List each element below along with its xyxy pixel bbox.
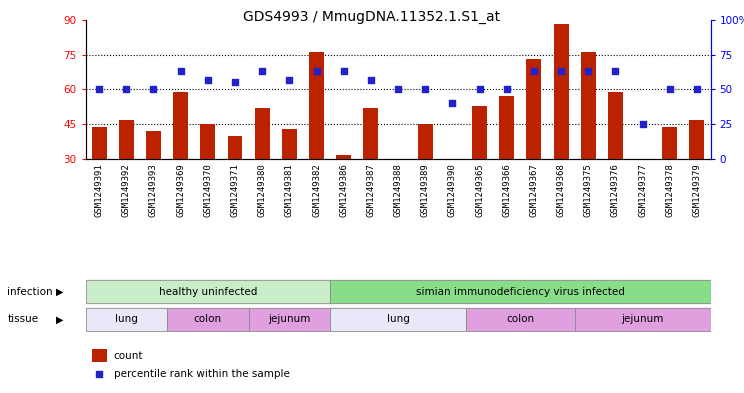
Point: [256, 68, 268, 74]
Bar: [472, 106, 487, 229]
Point: [555, 68, 567, 74]
Text: GSM1249381: GSM1249381: [285, 163, 294, 217]
Bar: [146, 131, 161, 229]
Point: [93, 86, 105, 93]
Bar: [167, 308, 248, 331]
Bar: [254, 108, 269, 229]
Text: GSM1249389: GSM1249389: [420, 163, 430, 217]
Text: GSM1249388: GSM1249388: [394, 163, 403, 217]
Bar: [92, 127, 106, 229]
Text: GSM1249392: GSM1249392: [122, 163, 131, 217]
Point: [121, 86, 132, 93]
Bar: [336, 154, 351, 229]
Point: [691, 86, 703, 93]
Point: [609, 68, 621, 74]
Point: [202, 77, 214, 83]
Text: colon: colon: [193, 314, 222, 324]
Bar: [200, 124, 215, 229]
Text: GSM1249387: GSM1249387: [366, 163, 376, 217]
Point: [147, 86, 159, 93]
Point: [283, 77, 295, 83]
Point: [229, 79, 241, 86]
Text: GDS4993 / MmugDNA.11352.1.S1_at: GDS4993 / MmugDNA.11352.1.S1_at: [243, 10, 501, 24]
Text: GSM1249378: GSM1249378: [665, 163, 674, 217]
Bar: [391, 159, 405, 229]
Text: GSM1249382: GSM1249382: [312, 163, 321, 217]
Point: [474, 86, 486, 93]
Text: GSM1249369: GSM1249369: [176, 163, 185, 217]
Bar: [554, 24, 568, 229]
Text: count: count: [114, 351, 143, 361]
Point: [338, 68, 350, 74]
Text: GSM1249370: GSM1249370: [203, 163, 212, 217]
Bar: [635, 159, 650, 229]
Point: [365, 77, 376, 83]
Text: ▶: ▶: [56, 314, 63, 324]
Text: healthy uninfected: healthy uninfected: [158, 287, 257, 297]
Point: [446, 100, 458, 107]
Text: percentile rank within the sample: percentile rank within the sample: [114, 369, 289, 379]
Point: [392, 86, 404, 93]
Bar: [92, 349, 107, 362]
Text: GSM1249379: GSM1249379: [693, 163, 702, 217]
Bar: [690, 119, 705, 229]
Bar: [309, 52, 324, 229]
Bar: [86, 280, 330, 303]
Text: simian immunodeficiency virus infected: simian immunodeficiency virus infected: [416, 287, 625, 297]
Text: GSM1249386: GSM1249386: [339, 163, 348, 217]
Text: colon: colon: [506, 314, 534, 324]
Bar: [608, 92, 623, 229]
Bar: [527, 59, 542, 229]
Text: GSM1249375: GSM1249375: [584, 163, 593, 217]
Point: [93, 371, 105, 377]
Text: lung: lung: [115, 314, 138, 324]
Text: tissue: tissue: [7, 314, 39, 324]
Text: GSM1249367: GSM1249367: [530, 163, 539, 217]
Bar: [574, 308, 711, 331]
Point: [528, 68, 540, 74]
Bar: [581, 52, 596, 229]
Text: GSM1249371: GSM1249371: [231, 163, 240, 217]
Text: GSM1249390: GSM1249390: [448, 163, 457, 217]
Bar: [445, 159, 460, 229]
Bar: [173, 92, 188, 229]
Bar: [248, 308, 330, 331]
Bar: [228, 136, 243, 229]
Text: GSM1249380: GSM1249380: [257, 163, 266, 217]
Text: jejunum: jejunum: [621, 314, 664, 324]
Text: GSM1249391: GSM1249391: [94, 163, 103, 217]
Point: [420, 86, 432, 93]
Bar: [330, 280, 711, 303]
Text: GSM1249376: GSM1249376: [611, 163, 620, 217]
Text: GSM1249366: GSM1249366: [502, 163, 511, 217]
Text: infection: infection: [7, 287, 53, 297]
Bar: [282, 129, 297, 229]
Point: [664, 86, 676, 93]
Point: [310, 68, 322, 74]
Text: jejunum: jejunum: [268, 314, 310, 324]
Text: GSM1249368: GSM1249368: [557, 163, 565, 217]
Text: GSM1249365: GSM1249365: [475, 163, 484, 217]
Point: [501, 86, 513, 93]
Bar: [466, 308, 574, 331]
Bar: [499, 96, 514, 229]
Bar: [363, 108, 379, 229]
Point: [175, 68, 187, 74]
Text: GSM1249393: GSM1249393: [149, 163, 158, 217]
Bar: [119, 119, 134, 229]
Point: [637, 121, 649, 127]
Bar: [662, 127, 677, 229]
Point: [583, 68, 594, 74]
Bar: [86, 308, 167, 331]
Text: GSM1249377: GSM1249377: [638, 163, 647, 217]
Text: ▶: ▶: [56, 287, 63, 297]
Bar: [417, 124, 433, 229]
Text: lung: lung: [387, 314, 409, 324]
Bar: [330, 308, 466, 331]
